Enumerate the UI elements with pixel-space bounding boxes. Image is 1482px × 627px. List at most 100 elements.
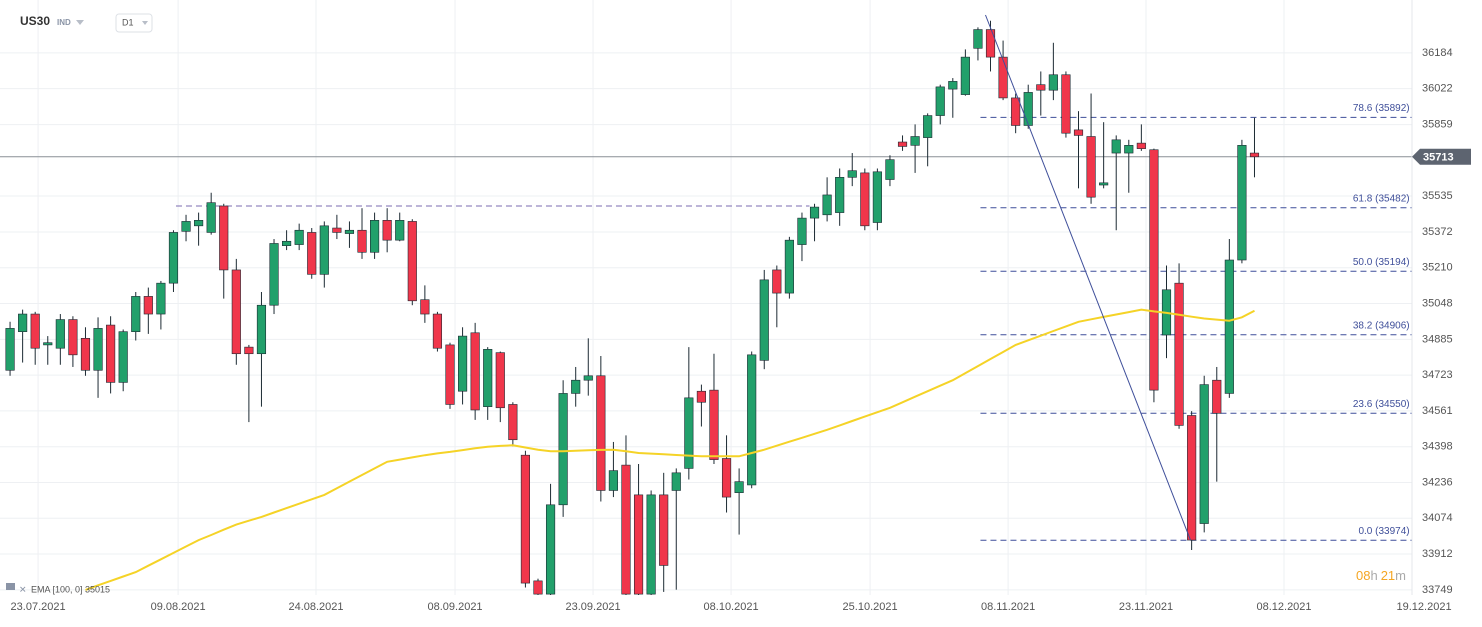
candle-body: [659, 494, 669, 566]
candle-body: [407, 221, 417, 302]
candle-body: [545, 504, 556, 595]
candle-body: [747, 354, 757, 486]
candle-body: [973, 29, 983, 49]
candle-body: [344, 229, 355, 234]
candle-body: [1212, 379, 1222, 414]
candle-body: [395, 220, 405, 241]
candle-body: [696, 390, 706, 403]
candle-body: [1011, 97, 1021, 126]
candle-body: [445, 344, 455, 405]
y-tick-label: 34561: [1422, 405, 1453, 417]
symbol[interactable]: US30: [20, 14, 50, 28]
candle-body: [269, 243, 279, 306]
candle-body: [1224, 259, 1234, 394]
candle-body: [633, 494, 644, 595]
candle-body: [483, 349, 493, 407]
candle-body: [533, 580, 543, 595]
candle-body: [168, 232, 179, 284]
candle-body: [256, 304, 267, 355]
candle-body: [1111, 139, 1121, 154]
candle-body: [571, 379, 581, 394]
candle-body: [332, 227, 342, 233]
candle-body: [357, 229, 367, 253]
x-tick-label: 08.09.2021: [428, 601, 483, 613]
candle-body: [1237, 145, 1247, 261]
x-tick-label: 23.11.2021: [1119, 601, 1173, 613]
candle-body: [282, 240, 292, 246]
indicator-close[interactable]: ✕: [19, 584, 27, 594]
candle-body: [797, 217, 807, 245]
candle-body: [721, 458, 732, 498]
candle-body: [219, 205, 229, 271]
candle-body: [948, 81, 958, 90]
y-tick-label: 34885: [1422, 333, 1453, 345]
y-tick-label: 34398: [1422, 441, 1453, 453]
candle-body: [495, 352, 505, 409]
timeframe-box[interactable]: [115, 13, 153, 33]
candle-body: [885, 159, 895, 180]
indicator-icon[interactable]: [6, 583, 15, 590]
candle-body: [30, 313, 40, 349]
y-tick-label: 35859: [1422, 119, 1453, 131]
candle-body: [106, 324, 116, 383]
x-tick-label: 08.12.2021: [1256, 601, 1311, 613]
candle-body: [1036, 84, 1046, 91]
y-tick-label: 36022: [1422, 83, 1453, 95]
x-tick-label: 24.08.2021: [288, 601, 343, 613]
candle-body: [935, 86, 945, 116]
candle-body: [458, 335, 468, 392]
candle-body: [847, 170, 857, 178]
candle-body: [206, 202, 216, 233]
y-tick-label: 35048: [1422, 297, 1453, 309]
y-tick-label: 35535: [1422, 190, 1453, 202]
fib-label: 50.0 (35194): [1353, 257, 1410, 268]
candle-body: [1023, 92, 1033, 126]
candle-body: [897, 141, 908, 147]
y-tick-label: 34723: [1422, 369, 1453, 381]
grid: [0, 0, 1412, 595]
candle-body: [508, 404, 518, 441]
ema-legend: EMA [100, 0] 35015: [31, 584, 110, 594]
candle-body: [772, 269, 782, 294]
candle-body: [734, 481, 744, 493]
candle-body: [156, 282, 166, 315]
candle-body: [93, 328, 103, 371]
candle-body: [784, 239, 794, 294]
candle-body: [1099, 182, 1109, 186]
fib-label: 38.2 (34906): [1353, 320, 1410, 331]
candle-body: [432, 313, 443, 349]
timeframe[interactable]: D1: [122, 17, 134, 27]
candle-body: [1249, 152, 1260, 158]
candle-body: [809, 206, 820, 219]
dropdown-icon[interactable]: [76, 20, 84, 25]
dropdown-icon[interactable]: [142, 21, 148, 25]
candle-body: [1048, 74, 1058, 91]
candle-body: [382, 220, 392, 241]
candle-body: [872, 171, 882, 223]
candle-body: [960, 56, 970, 95]
candle-body: [671, 472, 681, 491]
candle-body: [1174, 282, 1184, 426]
candle-body: [181, 221, 191, 232]
x-tick-label: 23.07.2021: [11, 601, 66, 613]
candle-body: [118, 331, 128, 383]
candle-body: [709, 389, 719, 460]
candle-body: [1149, 149, 1159, 391]
candle-body: [307, 232, 317, 275]
candle-body: [910, 136, 920, 146]
fib-label: 23.6 (34550): [1353, 399, 1410, 410]
candle-body: [294, 229, 304, 245]
y-tick-label: 33912: [1422, 548, 1453, 560]
y-tick-label: 34236: [1422, 476, 1453, 488]
candle-body: [860, 172, 870, 227]
candle-body: [370, 220, 380, 253]
candle-body: [18, 313, 28, 332]
x-tick-label: 08.10.2021: [704, 601, 759, 613]
candle-body: [583, 375, 593, 381]
x-tick-label: 09.08.2021: [151, 601, 206, 613]
x-tick-label: 19.12.2021: [1397, 601, 1452, 613]
candle-body: [923, 115, 933, 138]
candle-body: [1136, 142, 1146, 149]
fib-label: 78.6 (35892): [1353, 103, 1410, 114]
candle-body: [231, 269, 241, 355]
